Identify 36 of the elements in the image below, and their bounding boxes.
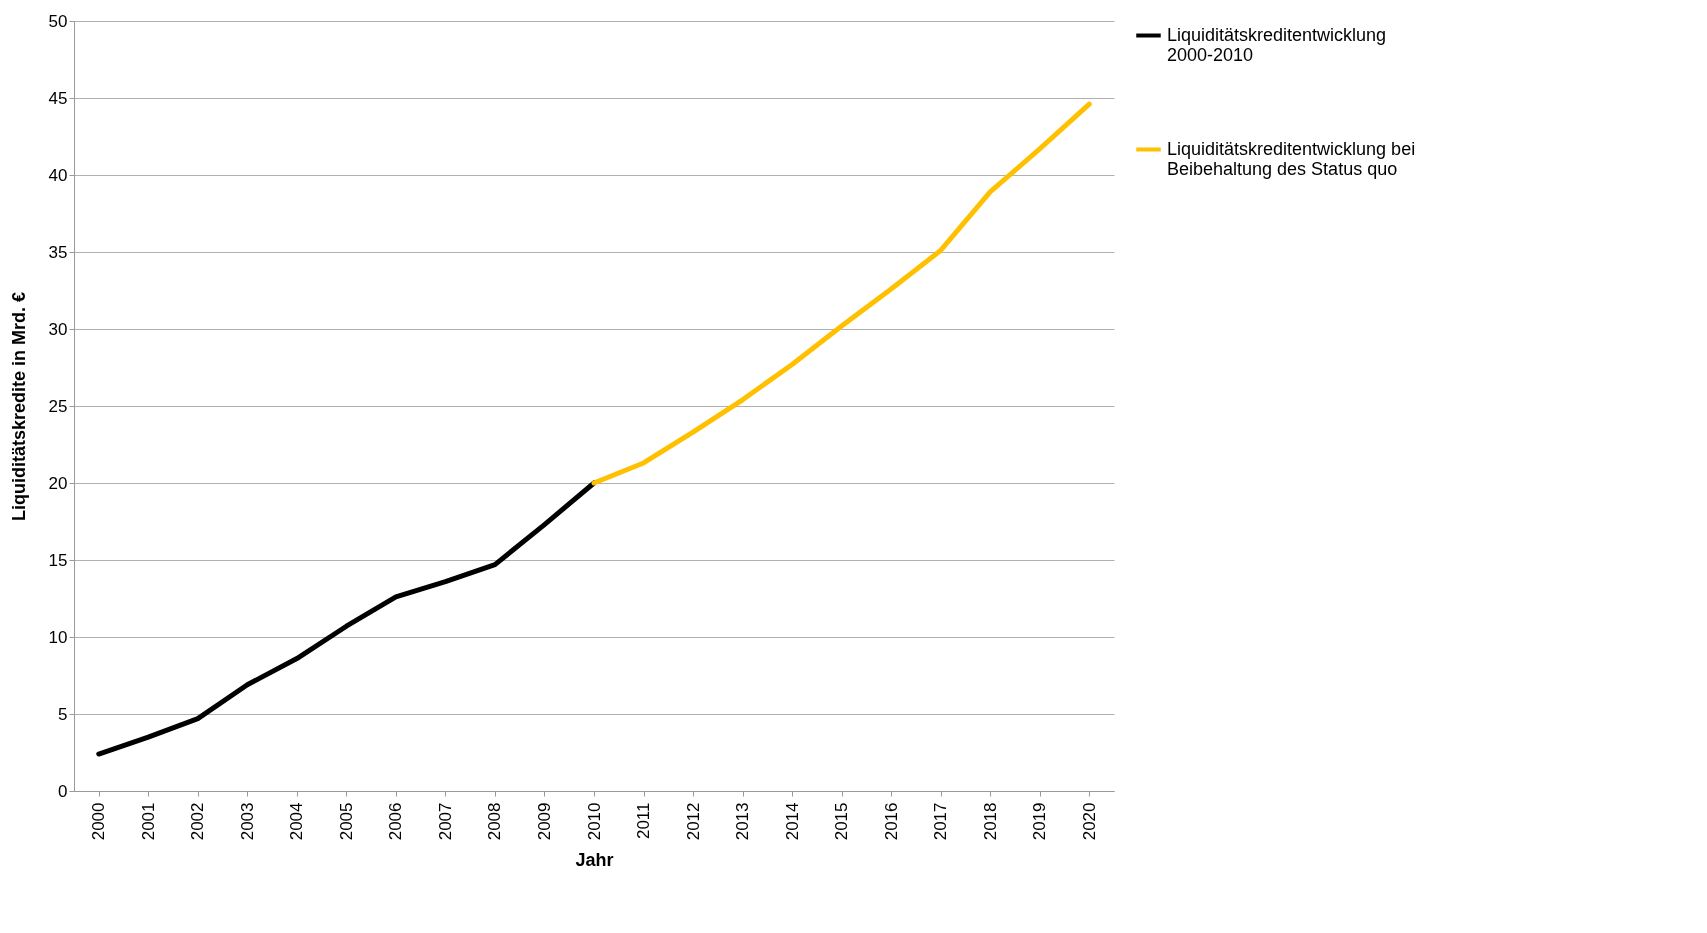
x-axis-title: Jahr: [575, 850, 614, 871]
x-tick-label: 2002: [188, 802, 208, 841]
y-axis-title: Liquiditätskredite in Mrd. €: [8, 291, 29, 522]
x-tick-label: 2015: [832, 802, 852, 841]
y-tick-label: 5: [58, 704, 68, 724]
x-tick-label: 2013: [733, 802, 753, 841]
x-tick-label: 2003: [237, 802, 257, 841]
x-tick-label: 2001: [138, 802, 158, 841]
x-tick-label: 2014: [782, 802, 802, 841]
x-tick-label: 2007: [435, 802, 455, 841]
legend-label: Liquiditätskreditentwicklung bei Beibehaltung des Status quo: [1167, 138, 1416, 179]
y-tick-label: 25: [48, 396, 68, 416]
y-tick-label: 0: [58, 781, 68, 801]
x-tick-label: 2006: [386, 802, 406, 841]
x-tick-label: 2018: [980, 802, 1000, 841]
x-tick-label: 2004: [287, 802, 307, 841]
x-tick-label: 2016: [881, 802, 901, 841]
y-tick-label: 45: [48, 88, 68, 108]
y-tick-label: 30: [48, 319, 68, 339]
x-tick-label: 2011: [634, 802, 654, 840]
x-tick-label: 2020: [1079, 802, 1099, 841]
x-tick-label: 2019: [1030, 802, 1050, 841]
legend-label: Liquiditätskreditentwicklung 2000-2010: [1167, 24, 1387, 65]
y-tick-label: 20: [48, 473, 68, 493]
y-tick-label: 10: [48, 627, 68, 647]
x-tick-label: 2008: [485, 802, 505, 841]
x-tick-label: 2005: [336, 802, 356, 841]
x-tick-label: 2000: [89, 802, 109, 841]
y-tick-label: 15: [48, 550, 68, 570]
x-tick-label: 2009: [534, 802, 554, 841]
x-tick-label: 2012: [683, 802, 703, 841]
y-tick-label: 50: [48, 11, 68, 31]
y-tick-label: 35: [48, 242, 68, 262]
x-tick-label: 2010: [584, 802, 604, 841]
x-tick-label: 2017: [931, 802, 951, 841]
y-tick-label: 40: [48, 165, 68, 185]
